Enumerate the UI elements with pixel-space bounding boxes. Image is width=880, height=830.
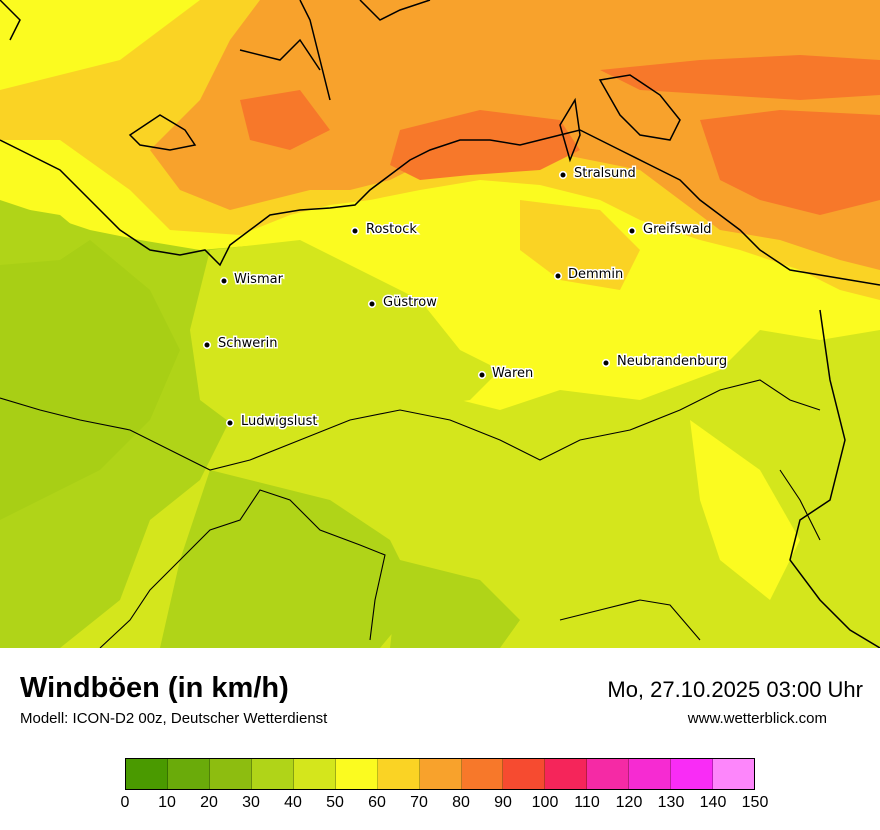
legend-tick-label: 30 [242, 794, 260, 811]
city-label: Waren [492, 366, 533, 381]
city-label: Wismar [234, 272, 284, 287]
legend-tick-label: 10 [158, 794, 176, 811]
city-wismar[interactable]: Wismar [219, 271, 285, 289]
legend-swatch [293, 759, 336, 789]
city-dot [225, 418, 235, 428]
forecast-datetime: Mo, 27.10.2025 03:00 Uhr [607, 677, 863, 702]
legend-swatch [419, 759, 462, 789]
city-markers: Stralsund Rostock Greifswald Wismar Demm… [202, 165, 729, 431]
city-demmin[interactable]: Demmin [553, 266, 625, 284]
gust-zone-30-west-core [0, 240, 180, 520]
legend-tick-label: 70 [410, 794, 428, 811]
legend-swatch [126, 759, 168, 789]
city-label: Rostock [366, 222, 417, 237]
city-label: Güstrow [383, 295, 437, 310]
legend-swatch [335, 759, 378, 789]
legend-tick-label: 40 [284, 794, 302, 811]
gust-zone-30-northwest [0, 205, 90, 265]
city-label: Neubrandenburg [617, 354, 727, 369]
legend-tick-label: 100 [531, 794, 559, 811]
city-dot [350, 226, 360, 236]
legend-tick-label: 120 [615, 794, 643, 811]
legend-swatch [167, 759, 210, 789]
gust-zone-50-60-east [690, 420, 800, 600]
city-waren[interactable]: Waren [477, 365, 535, 383]
legend-swatch [503, 759, 546, 789]
map-title: Windböen (in km/h) [20, 672, 289, 704]
city-ludwigslust[interactable]: Ludwigslust [225, 413, 319, 431]
city-dot [601, 358, 611, 368]
city-guestrow[interactable]: Güstrow [367, 294, 439, 312]
map-canvas: Stralsund Rostock Greifswald Wismar Demm… [0, 0, 880, 648]
map-footer: Windböen (in km/h) Modell: ICON-D2 00z, … [0, 648, 880, 830]
legend-tick-label: 90 [494, 794, 512, 811]
legend-tick-label: 110 [574, 794, 600, 811]
city-label: Schwerin [218, 336, 277, 351]
gust-zone-80-90-west [240, 90, 330, 150]
city-neubrandenburg[interactable]: Neubrandenburg [601, 353, 729, 371]
legend-swatch [587, 759, 630, 789]
legend-swatch [545, 759, 588, 789]
legend-tick-label: 80 [452, 794, 470, 811]
city-label: Ludwigslust [241, 414, 318, 429]
color-legend-bar [125, 758, 755, 790]
legend-tick-label: 130 [657, 794, 685, 811]
city-label: Greifswald [643, 222, 712, 237]
city-dot [627, 226, 637, 236]
legend-swatch [671, 759, 714, 789]
gust-zone-30-40-south [160, 470, 420, 648]
legend-swatch [377, 759, 420, 789]
legend-tick-label: 50 [326, 794, 344, 811]
city-rostock[interactable]: Rostock [350, 221, 419, 239]
gust-zone-30-40-south-east [390, 560, 520, 648]
legend-tick-label: 60 [368, 794, 386, 811]
city-dot [202, 340, 212, 350]
wind-gust-map: Stralsund Rostock Greifswald Wismar Demm… [0, 0, 880, 649]
legend-tick-label: 0 [120, 794, 130, 811]
gust-zone-60-70-demmin [520, 200, 640, 290]
gust-zone-40-50-inland [190, 240, 500, 430]
gust-zone-80-90-center [390, 110, 580, 180]
legend-swatch [251, 759, 294, 789]
state-borders [0, 379, 821, 648]
city-dot [553, 271, 563, 281]
legend-swatch [713, 759, 755, 789]
legend-tick-label: 140 [699, 794, 727, 811]
gust-zone-80-90-east [700, 110, 880, 215]
legend-swatch [209, 759, 252, 789]
city-greifswald[interactable]: Greifswald [627, 221, 713, 239]
city-dot [219, 276, 229, 286]
city-dot [367, 299, 377, 309]
legend-tick-label: 20 [200, 794, 218, 811]
city-schwerin[interactable]: Schwerin [202, 335, 279, 353]
legend-tick-label: 150 [741, 794, 769, 811]
legend-swatch [629, 759, 672, 789]
city-stralsund[interactable]: Stralsund [558, 165, 637, 183]
model-source: Modell: ICON-D2 00z, Deutscher Wetterdie… [20, 710, 328, 727]
color-legend-ticks: 0 10 20 30 40 50 60 70 80 90 100 110 120 130 140 150 [121, 794, 769, 818]
coastlines [0, 0, 880, 648]
website-link[interactable]: www.wetterblick.com [687, 710, 827, 727]
city-dot [558, 170, 568, 180]
city-label: Demmin [568, 267, 623, 282]
city-dot [477, 370, 487, 380]
gust-zone-80-90-north [600, 55, 880, 100]
city-label: Stralsund [574, 166, 636, 181]
legend-swatch [461, 759, 504, 789]
